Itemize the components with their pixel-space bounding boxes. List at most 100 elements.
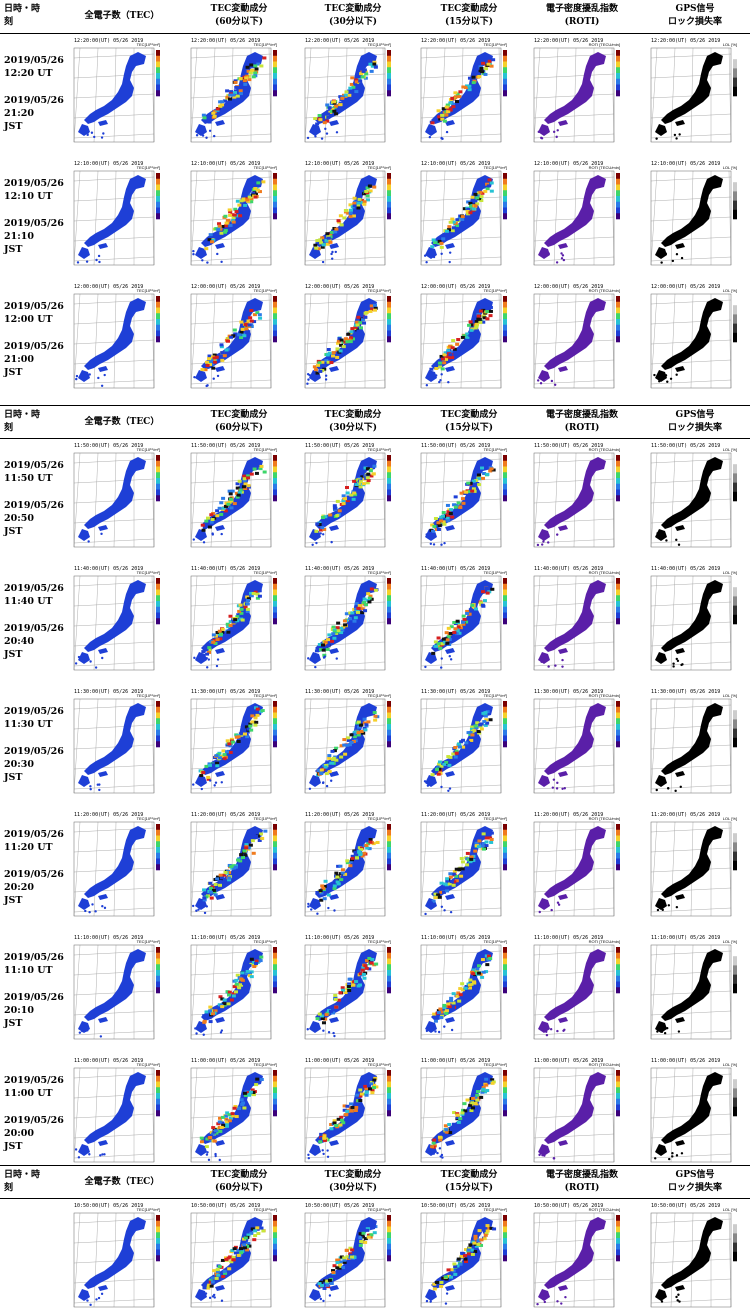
- map-caption: 11:20:00(UT) 05/26 2019: [305, 812, 375, 818]
- japan-map: [650, 170, 737, 266]
- map-caption: 11:20:00(UT) 05/26 2019: [74, 812, 144, 818]
- map-panel-tec60: 11:50:00(UT) 05/26 2019 TEC[10¹⁶/m²]: [187, 443, 279, 555]
- colorbar-unit: TEC[10¹⁶/m²]: [483, 165, 507, 170]
- header-label: TEC変動成分: [440, 410, 498, 420]
- map-caption: 11:10:00(UT) 05/26 2019: [191, 935, 261, 941]
- header-label: 刻: [4, 423, 14, 433]
- japan-map: [304, 293, 391, 389]
- map-panel-roti: 12:00:00(UT) 05/26 2019 ROTI [TECU/min]: [530, 284, 622, 396]
- header-tec: 全電子数（TEC）: [68, 10, 176, 23]
- header-label: 日時・時: [4, 1170, 41, 1180]
- colorbar-unit: TEC[10¹⁶/m²]: [253, 165, 277, 170]
- map-caption: 11:30:00(UT) 05/26 2019: [651, 689, 721, 695]
- japan-map: [533, 170, 620, 266]
- date-ut: 2019/05/26: [4, 301, 64, 312]
- map-panel-tec15: 12:10:00(UT) 05/26 2019 TEC[10¹⁶/m²]: [417, 161, 509, 273]
- japan-map: [533, 1212, 620, 1308]
- header-tec60: TEC変動成分 (60分以下): [185, 409, 293, 435]
- colorbar-unit: TEC[10¹⁶/m²]: [483, 816, 507, 821]
- map-caption: 11:00:00(UT) 05/26 2019: [191, 1058, 261, 1064]
- map-panel-tec: 11:50:00(UT) 05/26 2019 TEC[10¹⁶/m²]: [70, 443, 162, 555]
- map-panel-tec: 12:20:00(UT) 05/26 2019 TEC[10¹⁶/m²]: [70, 38, 162, 150]
- date-jst: 2019/05/26: [4, 1115, 64, 1126]
- colorbar-unit: TEC[10¹⁶/m²]: [136, 1207, 160, 1212]
- map-panel-roti: 11:30:00(UT) 05/26 2019 ROTI [TECU/min]: [530, 689, 622, 801]
- time-ut: 11:30 UT: [4, 719, 53, 730]
- japan-map: [533, 821, 620, 917]
- japan-map: [420, 452, 507, 548]
- jst-label: JST: [4, 649, 23, 660]
- map-panel-tec30: 10:50:00(UT) 05/26 2019 TEC[10¹⁶/m²]: [301, 1203, 393, 1315]
- header-tec15: TEC変動成分 (15分以下): [415, 409, 523, 435]
- map-caption: 12:10:00(UT) 05/26 2019: [534, 161, 604, 167]
- map-panel-tec30: 11:40:00(UT) 05/26 2019 TEC[10¹⁶/m²]: [301, 566, 393, 678]
- date-jst: 2019/05/26: [4, 869, 64, 880]
- japan-map: [650, 1067, 737, 1163]
- table-header: 日時・時刻 全電子数（TEC） TEC変動成分 (60分以下) TEC変動成分 (30分以…: [0, 0, 750, 34]
- header-tec30: TEC変動成分 (30分以下): [299, 1169, 407, 1195]
- header-label: TEC変動成分: [324, 410, 382, 420]
- header-label: TEC変動成分: [324, 1170, 382, 1180]
- japan-map: [650, 944, 737, 1040]
- map-caption: 12:20:00(UT) 05/26 2019: [534, 38, 604, 44]
- header-label: ロック損失率: [667, 423, 722, 433]
- japan-map: [650, 452, 737, 548]
- colorbar-unit: TEC[10¹⁶/m²]: [367, 693, 391, 698]
- map-panel-tec: 12:10:00(UT) 05/26 2019 TEC[10¹⁶/m²]: [70, 161, 162, 273]
- header-label: (30分以下): [328, 423, 378, 433]
- map-caption: 12:20:00(UT) 05/26 2019: [651, 38, 721, 44]
- map-caption: 11:30:00(UT) 05/26 2019: [74, 689, 144, 695]
- header-label: 刻: [4, 17, 14, 27]
- colorbar-unit: TEC[10¹⁶/m²]: [253, 1062, 277, 1067]
- japan-map: [304, 698, 391, 794]
- colorbar-unit: TEC[10¹⁶/m²]: [483, 1207, 507, 1212]
- colorbar-unit: TEC[10¹⁶/m²]: [483, 570, 507, 575]
- header-label: GPS信号: [675, 410, 715, 420]
- japan-map: [650, 698, 737, 794]
- time-ut: 12:00 UT: [4, 314, 53, 325]
- map-caption: 10:50:00(UT) 05/26 2019: [534, 1203, 604, 1209]
- colorbar-unit: TEC[10¹⁶/m²]: [253, 42, 277, 47]
- japan-map: [190, 821, 277, 917]
- japan-map: [304, 944, 391, 1040]
- map-panel-tec15: 11:30:00(UT) 05/26 2019 TEC[10¹⁶/m²]: [417, 689, 509, 801]
- time-ut: 11:50 UT: [4, 473, 53, 484]
- map-caption: 11:00:00(UT) 05/26 2019: [421, 1058, 491, 1064]
- japan-map: [533, 575, 620, 671]
- map-caption: 12:10:00(UT) 05/26 2019: [191, 161, 261, 167]
- japan-map: [190, 293, 277, 389]
- date-jst: 2019/05/26: [4, 746, 64, 757]
- table-header: 日時・時刻 全電子数（TEC） TEC変動成分 (60分以下) TEC変動成分 (30分以…: [0, 405, 750, 439]
- japan-map: [420, 698, 507, 794]
- time-ut: 11:40 UT: [4, 596, 53, 607]
- map-panel-tec30: 11:20:00(UT) 05/26 2019 TEC[10¹⁶/m²]: [301, 812, 393, 924]
- map-caption: 11:20:00(UT) 05/26 2019: [421, 812, 491, 818]
- colorbar-unit: ROTI [TECU/min]: [588, 816, 620, 821]
- header-label: 日時・時: [4, 410, 41, 420]
- japan-map: [304, 1212, 391, 1308]
- date-jst: 2019/05/26: [4, 992, 64, 1003]
- japan-map: [190, 944, 277, 1040]
- map-panel-tec: 10:50:00(UT) 05/26 2019 TEC[10¹⁶/m²]: [70, 1203, 162, 1315]
- japan-map: [304, 575, 391, 671]
- colorbar-unit: ROTI [TECU/min]: [588, 165, 620, 170]
- header-label: (30分以下): [328, 1183, 378, 1193]
- map-caption: 12:10:00(UT) 05/26 2019: [651, 161, 721, 167]
- header-label: 電子密度擾乱指数: [545, 1170, 618, 1180]
- map-caption: 12:00:00(UT) 05/26 2019: [305, 284, 375, 290]
- japan-map: [420, 575, 507, 671]
- colorbar-unit: TEC[10¹⁶/m²]: [253, 570, 277, 575]
- colorbar-unit: TEC[10¹⁶/m²]: [253, 939, 277, 944]
- colorbar-unit: LOL [%]: [722, 1062, 737, 1067]
- header-tec60: TEC変動成分 (60分以下): [185, 3, 293, 29]
- japan-map: [533, 47, 620, 143]
- japan-map: [533, 698, 620, 794]
- colorbar-unit: TEC[10¹⁶/m²]: [367, 165, 391, 170]
- japan-map: [190, 1067, 277, 1163]
- japan-map: [420, 293, 507, 389]
- japan-map: [190, 452, 277, 548]
- map-panel-gps: 11:00:00(UT) 05/26 2019 LOL [%]: [647, 1058, 739, 1170]
- time-ut: 11:20 UT: [4, 842, 53, 853]
- header-label: TEC変動成分: [324, 4, 382, 14]
- japan-map: [304, 1067, 391, 1163]
